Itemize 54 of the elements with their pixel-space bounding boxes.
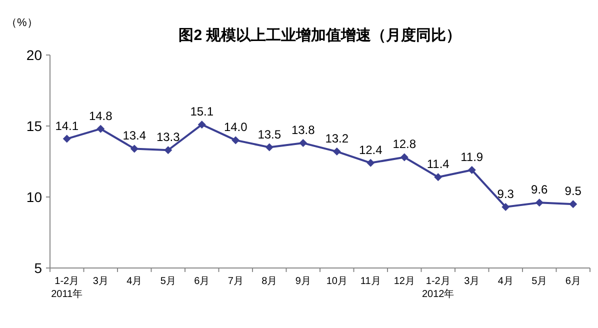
data-label: 15.1 (190, 104, 214, 119)
data-label: 12.4 (358, 142, 383, 157)
data-label: 14.8 (88, 108, 113, 123)
y-tick-label: 5 (34, 260, 42, 276)
y-tick-label: 15 (26, 118, 42, 134)
point (332, 148, 341, 156)
point (468, 166, 476, 174)
y-tick-label: 10 (26, 189, 42, 205)
point (366, 158, 375, 167)
data-label: 13.3 (156, 130, 180, 144)
point (96, 124, 105, 133)
data-label: 13.5 (258, 127, 282, 142)
y-axis-title: （%） (6, 17, 38, 29)
point (299, 139, 308, 148)
data-label: 13.4 (122, 128, 146, 143)
data-label: 13.2 (325, 132, 349, 146)
point (434, 173, 442, 182)
point (130, 144, 138, 153)
x-tick-label: 6月 (565, 276, 581, 287)
x-tick-label: 12月 (394, 276, 415, 287)
point (232, 136, 240, 144)
x-tick-label: 8月 (262, 276, 278, 287)
x-tick-label: 5月 (160, 276, 176, 287)
point (62, 134, 71, 143)
data-label: 14.0 (224, 120, 248, 134)
point (502, 202, 510, 211)
point (400, 153, 408, 162)
x-tick-label: 11月 (360, 276, 381, 287)
data-label: 13.8 (291, 123, 316, 138)
x-tick-label: 1-2月 2012年 (422, 276, 454, 300)
data-label: 11.4 (426, 157, 450, 172)
x-tick-label: 10月 (326, 276, 348, 287)
data-label: 9.5 (564, 184, 582, 198)
x-tick-label: 3月 (92, 276, 108, 287)
point (265, 143, 274, 152)
x-tick-label: 1-2月 2011年 (51, 276, 83, 300)
data-label: 12.8 (392, 137, 416, 152)
point (164, 146, 172, 154)
x-tick-label: 6月 (194, 276, 210, 287)
x-tick-label: 3月 (464, 276, 480, 287)
data-label: 9.6 (531, 182, 548, 197)
x-tick-label: 5月 (532, 276, 548, 287)
data-label: 14.1 (55, 118, 79, 133)
data-label: 9.3 (497, 186, 514, 201)
data-label: 11.9 (460, 150, 484, 164)
y-tick-label: 20 (26, 47, 42, 63)
point (535, 198, 544, 207)
chart-title: 图2 规模以上工业增加值增速（月度同比） (178, 26, 462, 44)
point (198, 120, 206, 129)
x-tick-label: 7月 (228, 276, 244, 287)
point (569, 200, 578, 208)
x-tick-label: 4月 (498, 276, 514, 287)
x-tick-label: 9月 (295, 276, 311, 287)
x-tick-label: 4月 (126, 276, 142, 287)
